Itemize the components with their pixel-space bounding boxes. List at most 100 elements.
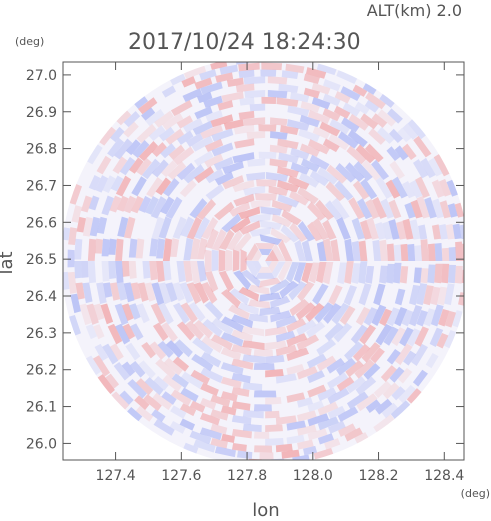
heatmap-cell bbox=[363, 363, 381, 380]
heatmap-cell bbox=[277, 166, 299, 178]
heatmap-cell bbox=[134, 395, 150, 410]
heatmap-cell bbox=[138, 140, 159, 162]
heatmap-cell bbox=[115, 323, 131, 345]
heatmap-cell bbox=[79, 303, 92, 326]
heatmap-cell bbox=[344, 427, 363, 442]
heatmap-cell bbox=[303, 73, 320, 85]
heatmap-cell bbox=[336, 376, 355, 392]
heatmap-cell bbox=[444, 283, 455, 306]
heatmap-cell bbox=[231, 372, 251, 384]
heatmap-cell bbox=[363, 307, 378, 326]
heatmap-cell bbox=[329, 118, 350, 135]
heatmap-cell bbox=[174, 339, 193, 358]
heatmap-cell bbox=[180, 371, 203, 389]
heatmap-cell bbox=[119, 390, 134, 405]
heatmap-cell bbox=[85, 324, 98, 340]
heatmap-cell bbox=[123, 111, 141, 128]
heatmap-cell bbox=[275, 415, 297, 425]
heatmap-background bbox=[63, 62, 464, 460]
heatmap-cell bbox=[250, 199, 271, 208]
heatmap-cell bbox=[220, 376, 242, 389]
heatmap-cell bbox=[157, 340, 174, 358]
heatmap-cell bbox=[74, 261, 82, 279]
heatmap-cell bbox=[69, 183, 82, 205]
heatmap-cell bbox=[109, 282, 121, 301]
heatmap-cell bbox=[239, 97, 255, 106]
heatmap-cell bbox=[412, 369, 428, 387]
heatmap-cell bbox=[287, 105, 310, 117]
heatmap-cell bbox=[346, 391, 369, 410]
heatmap-cell bbox=[441, 247, 450, 261]
heatmap-cell bbox=[265, 255, 272, 261]
heatmap-cell bbox=[258, 248, 272, 256]
heatmap-cell bbox=[110, 391, 130, 411]
heatmap-cell bbox=[368, 128, 386, 145]
heatmap-cell bbox=[228, 304, 250, 321]
heatmap-cell bbox=[249, 103, 266, 112]
heatmap-cell bbox=[270, 295, 291, 309]
heatmap-cell bbox=[294, 239, 307, 261]
heatmap-cell bbox=[183, 164, 205, 184]
heatmap-cell bbox=[103, 282, 113, 298]
heatmap-cell bbox=[116, 195, 129, 212]
heatmap-cell bbox=[275, 315, 298, 329]
heatmap-cell bbox=[327, 387, 350, 405]
heatmap-cell bbox=[271, 199, 293, 212]
heatmap-cell bbox=[169, 73, 186, 86]
heatmap-cell bbox=[438, 178, 452, 197]
heatmap-cell bbox=[265, 326, 288, 337]
heatmap-cell bbox=[276, 97, 299, 107]
heatmap-cell bbox=[354, 101, 370, 115]
heatmap-cell bbox=[158, 282, 172, 305]
heatmap-cell bbox=[286, 392, 306, 403]
heatmap-cell bbox=[391, 176, 408, 199]
heatmap-cell bbox=[211, 317, 234, 336]
heatmap-cell bbox=[447, 264, 456, 284]
heatmap-cell bbox=[176, 261, 186, 283]
heatmap-cell bbox=[258, 151, 277, 159]
heatmap-cell bbox=[272, 243, 286, 261]
heatmap-cell bbox=[160, 196, 175, 215]
heatmap-cell bbox=[366, 217, 379, 240]
heatmap-cell bbox=[286, 347, 310, 362]
heatmap-cell bbox=[303, 87, 320, 99]
heatmap-cell bbox=[163, 357, 183, 376]
y-tick-label: 26.2 bbox=[26, 363, 57, 379]
heatmap-cell bbox=[156, 261, 165, 283]
heatmap-cell bbox=[333, 322, 353, 343]
heatmap-cell bbox=[454, 202, 464, 218]
lon-unit-label: (deg) bbox=[461, 487, 490, 500]
heatmap-cell bbox=[436, 332, 449, 349]
heatmap-cell bbox=[265, 172, 289, 182]
heatmap-cell bbox=[297, 439, 314, 450]
heatmap-cell bbox=[179, 403, 197, 417]
heatmap-cell bbox=[107, 323, 123, 345]
plot-frame bbox=[62, 61, 465, 461]
heatmap-cell bbox=[188, 302, 206, 322]
heatmap-cell bbox=[375, 323, 393, 346]
heatmap-cell bbox=[346, 145, 367, 165]
heatmap-cell bbox=[385, 263, 395, 284]
heatmap-cell bbox=[281, 70, 299, 80]
heatmap-cell bbox=[296, 319, 317, 336]
heatmap-cell bbox=[394, 343, 413, 366]
heatmap-cell bbox=[240, 249, 247, 273]
heatmap-cell bbox=[446, 179, 459, 197]
heatmap-cell bbox=[315, 199, 334, 221]
heatmap-cell bbox=[162, 112, 184, 131]
heatmap-cell bbox=[88, 175, 101, 191]
heatmap-cell bbox=[89, 216, 101, 237]
heatmap-cell bbox=[394, 288, 406, 306]
heatmap-cell bbox=[416, 195, 430, 219]
heatmap-cell bbox=[191, 135, 214, 152]
heatmap-cell bbox=[200, 81, 223, 95]
heatmap-cell bbox=[316, 62, 337, 76]
heatmap-cell bbox=[300, 158, 320, 173]
heatmap-cell bbox=[356, 198, 373, 220]
heatmap-cell bbox=[97, 216, 108, 234]
heatmap-cell bbox=[275, 330, 296, 343]
heatmap-cell bbox=[389, 366, 405, 383]
heatmap-cell bbox=[242, 423, 262, 433]
heatmap-cell bbox=[210, 409, 229, 421]
x-tick-label: 127.4 bbox=[96, 468, 136, 484]
